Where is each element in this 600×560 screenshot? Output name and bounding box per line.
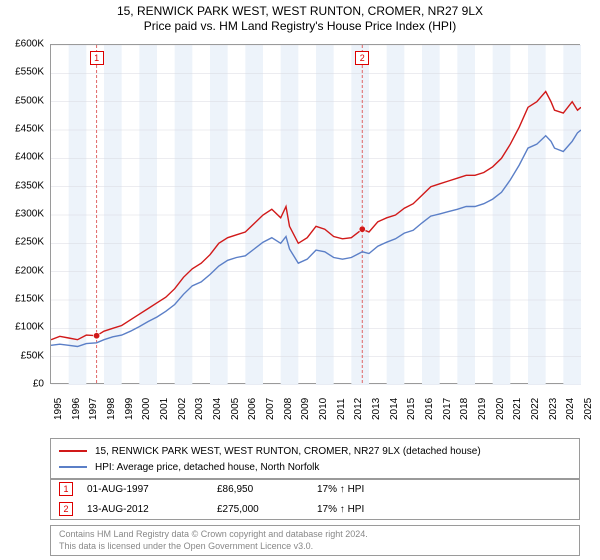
x-tick-label: 2013 xyxy=(371,398,382,420)
legend-label: 15, RENWICK PARK WEST, WEST RUNTON, CROM… xyxy=(95,446,481,457)
x-tick-label: 2019 xyxy=(477,398,488,420)
y-tick-label: £550K xyxy=(0,67,44,78)
x-tick-label: 2017 xyxy=(442,398,453,420)
plot-svg xyxy=(51,45,581,385)
y-tick-label: £350K xyxy=(0,180,44,191)
y-tick-label: £50K xyxy=(0,350,44,361)
x-tick-label: 1997 xyxy=(88,398,99,420)
x-tick-label: 2011 xyxy=(336,398,347,420)
plot-marker-badge: 1 xyxy=(90,51,104,65)
legend-box: 15, RENWICK PARK WEST, WEST RUNTON, CROM… xyxy=(50,438,580,480)
x-tick-label: 1999 xyxy=(124,398,135,420)
sale-row: 2 13-AUG-2012£275,00017% ↑ HPI xyxy=(51,499,579,519)
title-subtitle: Price paid vs. HM Land Registry's House … xyxy=(0,19,600,33)
y-tick-label: £300K xyxy=(0,209,44,220)
x-tick-label: 2005 xyxy=(230,398,241,420)
y-tick-label: £500K xyxy=(0,95,44,106)
x-tick-label: 2004 xyxy=(212,398,223,420)
x-tick-label: 2022 xyxy=(530,398,541,420)
x-axis-labels: 1995 1996 1997 1998 1999 2000 2001 2002 2003 2004… xyxy=(50,388,580,436)
y-axis-labels: £0£50K£100K£150K£200K£250K£300K£350K£400… xyxy=(0,44,48,384)
x-tick-label: 2008 xyxy=(283,398,294,420)
sale-price: £275,000 xyxy=(217,504,317,515)
legend-swatch xyxy=(59,450,87,452)
footer-attribution: Contains HM Land Registry data © Crown c… xyxy=(50,525,580,556)
legend-row: 15, RENWICK PARK WEST, WEST RUNTON, CROM… xyxy=(59,443,571,459)
x-tick-label: 2023 xyxy=(548,398,559,420)
sale-row: 1 01-AUG-1997£86,95017% ↑ HPI xyxy=(51,479,579,499)
x-tick-label: 2015 xyxy=(406,398,417,420)
sale-price: £86,950 xyxy=(217,484,317,495)
chart-container: 15, RENWICK PARK WEST, WEST RUNTON, CROM… xyxy=(0,0,600,560)
footer-line2: This data is licensed under the Open Gov… xyxy=(59,541,571,553)
x-tick-label: 2021 xyxy=(512,398,523,420)
x-tick-label: 2001 xyxy=(159,398,170,420)
x-tick-label: 2009 xyxy=(300,398,311,420)
sale-date: 13-AUG-2012 xyxy=(87,504,217,515)
y-tick-label: £600K xyxy=(0,39,44,50)
title-block: 15, RENWICK PARK WEST, WEST RUNTON, CROM… xyxy=(0,0,600,33)
y-tick-label: £100K xyxy=(0,322,44,333)
sale-badge: 1 xyxy=(59,482,73,496)
x-tick-label: 2000 xyxy=(141,398,152,420)
x-tick-label: 2006 xyxy=(247,398,258,420)
x-tick-label: 2020 xyxy=(495,398,506,420)
x-tick-label: 2018 xyxy=(459,398,470,420)
legend-label: HPI: Average price, detached house, Nort… xyxy=(95,462,319,473)
x-tick-label: 1998 xyxy=(106,398,117,420)
y-tick-label: £0 xyxy=(0,379,44,390)
plot-area: 12 xyxy=(50,44,580,384)
x-tick-label: 1996 xyxy=(71,398,82,420)
x-tick-label: 2012 xyxy=(353,398,364,420)
y-tick-label: £200K xyxy=(0,265,44,276)
plot-marker-badge: 2 xyxy=(355,51,369,65)
sale-badge: 2 xyxy=(59,502,73,516)
x-tick-label: 2007 xyxy=(265,398,276,420)
sale-date: 01-AUG-1997 xyxy=(87,484,217,495)
x-tick-label: 2025 xyxy=(583,398,594,420)
title-address: 15, RENWICK PARK WEST, WEST RUNTON, CROM… xyxy=(0,4,600,18)
legend-swatch xyxy=(59,466,87,468)
y-tick-label: £400K xyxy=(0,152,44,163)
x-tick-label: 1995 xyxy=(53,398,64,420)
x-tick-label: 2002 xyxy=(177,398,188,420)
legend-row: HPI: Average price, detached house, Nort… xyxy=(59,459,571,475)
x-tick-label: 2014 xyxy=(389,398,400,420)
x-tick-label: 2003 xyxy=(194,398,205,420)
y-tick-label: £250K xyxy=(0,237,44,248)
sale-pct: 17% ↑ HPI xyxy=(317,484,407,495)
y-tick-label: £450K xyxy=(0,124,44,135)
y-tick-label: £150K xyxy=(0,294,44,305)
sale-pct: 17% ↑ HPI xyxy=(317,504,407,515)
sales-table: 1 01-AUG-1997£86,95017% ↑ HPI 2 13-AUG-2012… xyxy=(50,478,580,520)
footer-line1: Contains HM Land Registry data © Crown c… xyxy=(59,529,571,541)
x-tick-label: 2016 xyxy=(424,398,435,420)
x-tick-label: 2024 xyxy=(565,398,576,420)
x-tick-label: 2010 xyxy=(318,398,329,420)
